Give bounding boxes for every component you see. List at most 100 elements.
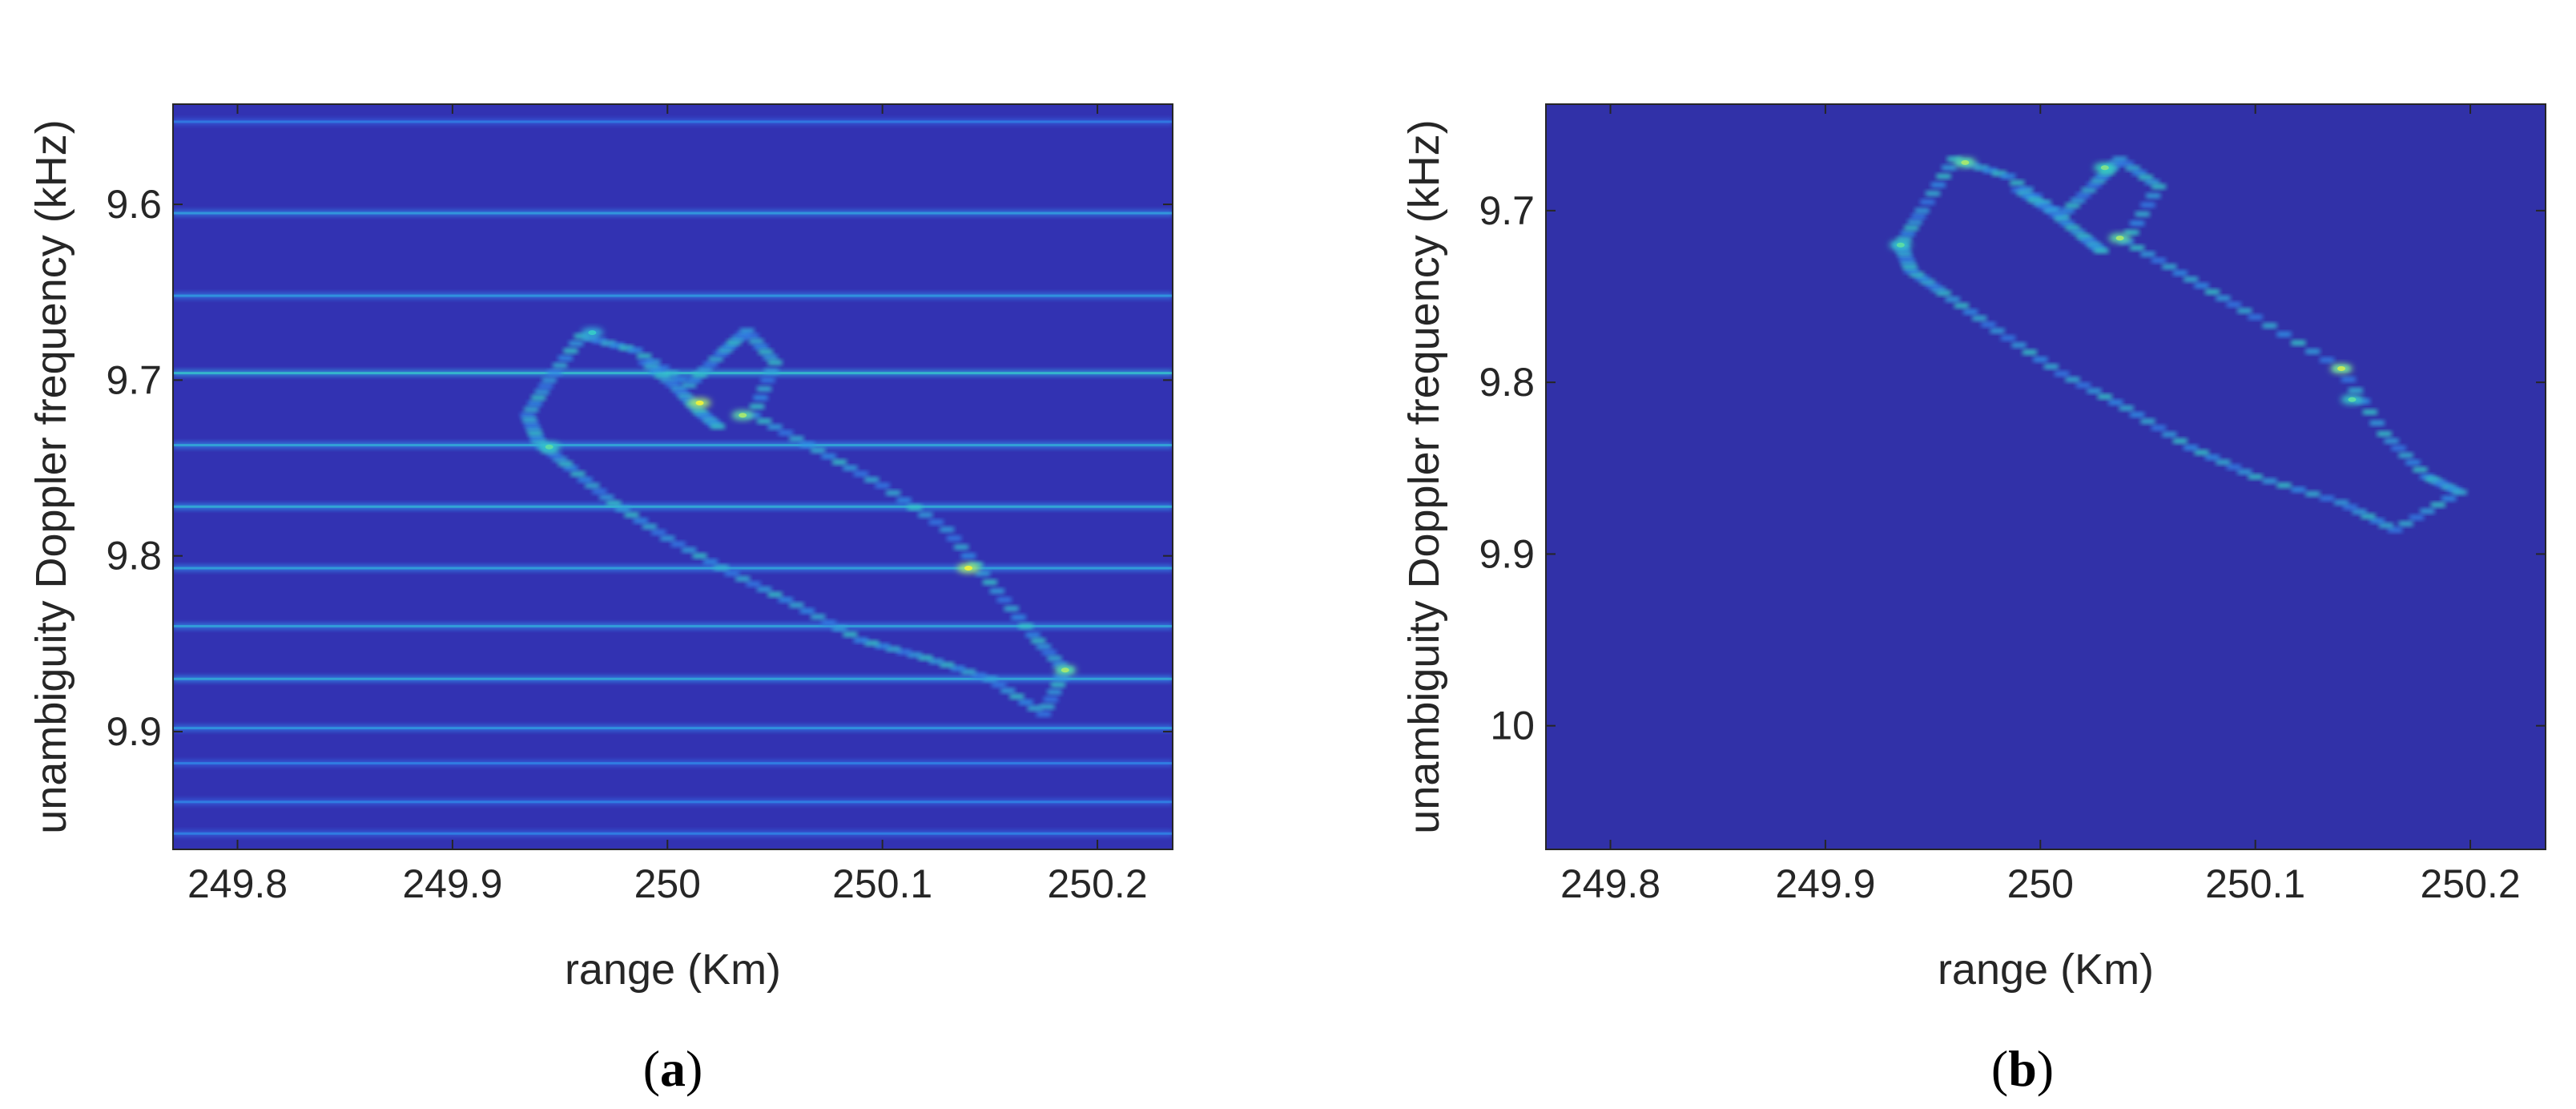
target-streak-a xyxy=(1025,632,1040,638)
target-streak-b xyxy=(1963,309,1978,315)
y-tick-label-b: 9.7 xyxy=(1479,188,1535,233)
target-streak-b xyxy=(1991,171,2006,176)
target-streak-a xyxy=(525,425,541,431)
target-streak-b xyxy=(1990,328,2005,333)
target-streak-a xyxy=(853,637,868,643)
doppler-stripe-core-a xyxy=(173,120,1173,123)
target-streak-a xyxy=(663,371,678,377)
target-streak-b xyxy=(2391,446,2406,451)
caption-b-close: ) xyxy=(2037,1040,2054,1097)
caption-a: (a) xyxy=(643,1040,703,1097)
target-inner-streak-a xyxy=(638,360,654,365)
target-streak-b xyxy=(2320,357,2335,363)
target-streak-a xyxy=(722,343,738,349)
target-streak-b xyxy=(1900,260,1915,265)
target-streak-b xyxy=(2140,418,2155,424)
target-streak-a xyxy=(553,457,568,462)
target-streak-a xyxy=(896,649,912,655)
target-streak-b xyxy=(2276,332,2292,337)
target-streak-a xyxy=(547,452,562,458)
target-inner-streak-b xyxy=(2049,212,2064,218)
target-streak-a xyxy=(731,336,746,341)
target-streak-b xyxy=(2398,521,2413,526)
target-streak-b xyxy=(1920,200,1935,205)
target-streak-b xyxy=(2071,198,2086,203)
doppler-stripe-core-a xyxy=(173,762,1173,765)
target-inner-streak-a xyxy=(644,364,659,369)
target-streak-b xyxy=(1914,208,1930,213)
target-inner-streak-a xyxy=(689,405,704,411)
target-streak-a xyxy=(686,377,702,383)
target-peak-core-b xyxy=(2337,366,2346,371)
target-streak-b xyxy=(1974,165,1989,171)
target-streak-b xyxy=(2226,464,2241,470)
x-ticks-a: 249.8 249.9 250 250.1 250.2 xyxy=(187,104,1148,906)
target-streak-b xyxy=(1982,167,1998,173)
target-streak-b xyxy=(2446,487,2461,493)
target-streak-b xyxy=(2384,438,2399,444)
target-streak-b xyxy=(2420,474,2435,479)
target-peak-core-b xyxy=(1961,159,1970,165)
target-streak-b xyxy=(2055,371,2070,377)
target-streak-b xyxy=(2140,252,2155,257)
target-streak-a xyxy=(1011,615,1026,620)
target-streak-a xyxy=(954,544,969,550)
target-streak-b xyxy=(2119,405,2134,411)
target-streak-b xyxy=(2413,467,2428,473)
y-ticks-b: 9.7 9.8 9.9 10 xyxy=(1479,188,2546,748)
target-streak-a xyxy=(735,576,751,582)
target-streak-b xyxy=(2237,469,2252,474)
target-inner-streak-a xyxy=(678,393,693,399)
target-streak-b xyxy=(2334,500,2349,506)
target-streak-b xyxy=(2262,478,2277,484)
target-streak-b xyxy=(2352,509,2367,514)
target-streak-b xyxy=(1897,236,1912,242)
x-tick-label-b: 249.9 xyxy=(1775,861,1875,906)
target-streak-a xyxy=(918,655,933,660)
target-streak-b xyxy=(2022,349,2037,355)
target-streak-b xyxy=(2248,314,2263,320)
target-streak-b xyxy=(2361,514,2376,519)
target-streak-a xyxy=(672,377,687,382)
x-tick-label-a: 249.9 xyxy=(402,861,502,906)
doppler-stripe-core-a xyxy=(173,212,1173,215)
target-streak-a xyxy=(1036,644,1051,650)
target-streak-b xyxy=(2184,445,2199,450)
target-streak-a xyxy=(961,553,976,559)
target-streak-a xyxy=(637,353,652,359)
target-streak-a xyxy=(601,341,616,346)
target-streak-a xyxy=(896,498,912,503)
target-inner-streak-b xyxy=(2065,225,2080,231)
target-streak-a xyxy=(534,389,549,394)
doppler-stripe-core-a xyxy=(173,800,1173,804)
target-streak-a xyxy=(527,401,542,406)
target-streak-a xyxy=(592,489,607,494)
x-axis-label-a: range (Km) xyxy=(565,946,781,994)
target-streak-a xyxy=(749,339,764,345)
target-streak-a xyxy=(950,666,965,671)
target-streak-a xyxy=(592,338,607,344)
target-streak-b xyxy=(2425,477,2441,482)
target-inner-streak-a xyxy=(666,381,680,387)
target-inner-streak-a xyxy=(654,373,670,378)
target-streak-b xyxy=(2130,412,2145,417)
target-inner-streak-a xyxy=(710,424,725,429)
target-inner-streak-b xyxy=(2075,234,2091,239)
target-streak-b xyxy=(2441,496,2457,502)
target-streak-b xyxy=(2405,460,2421,466)
target-streak-b xyxy=(1904,268,1919,273)
target-streak-b xyxy=(2441,484,2457,490)
target-streak-a xyxy=(907,505,922,510)
target-streak-b xyxy=(2108,400,2123,405)
target-streak-b xyxy=(2162,432,2177,438)
target-streak-a xyxy=(1018,700,1033,705)
target-streak-a xyxy=(832,626,847,631)
target-streak-a xyxy=(1050,682,1065,688)
target-streak-a xyxy=(578,477,593,482)
target-streak-b xyxy=(2305,491,2320,497)
target-streak-a xyxy=(633,518,648,523)
target-streak-b xyxy=(1972,316,1987,321)
target-streak-a xyxy=(702,361,718,367)
target-inner-streak-b xyxy=(2094,248,2109,253)
target-streak-b xyxy=(2091,178,2106,183)
